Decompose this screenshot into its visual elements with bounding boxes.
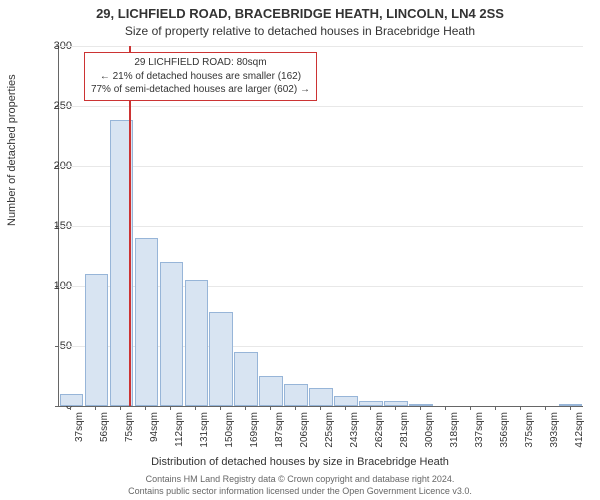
xtick-label: 225sqm: [324, 412, 335, 456]
xtick-mark: [420, 406, 421, 410]
xtick-mark: [145, 406, 146, 410]
xtick-mark: [245, 406, 246, 410]
xtick-mark: [70, 406, 71, 410]
xtick-label: 150sqm: [224, 412, 235, 456]
histogram-bar: [185, 280, 208, 406]
xtick-mark: [195, 406, 196, 410]
xtick-mark: [95, 406, 96, 410]
xtick-mark: [520, 406, 521, 410]
histogram-bar: [384, 401, 407, 406]
xtick-mark: [120, 406, 121, 410]
xtick-label: 94sqm: [149, 412, 160, 456]
xtick-label: 75sqm: [124, 412, 135, 456]
xtick-label: 169sqm: [249, 412, 260, 456]
xtick-label: 356sqm: [499, 412, 510, 456]
xtick-mark: [320, 406, 321, 410]
xtick-label: 412sqm: [574, 412, 585, 456]
gridline: [59, 46, 583, 47]
xtick-label: 262sqm: [374, 412, 385, 456]
xtick-label: 281sqm: [399, 412, 410, 456]
histogram-bar: [259, 376, 282, 406]
gridline: [59, 226, 583, 227]
xtick-mark: [220, 406, 221, 410]
footer-copyright-1: Contains HM Land Registry data © Crown c…: [0, 474, 600, 484]
xtick-label: 375sqm: [524, 412, 535, 456]
gridline: [59, 166, 583, 167]
xtick-label: 300sqm: [424, 412, 435, 456]
xtick-mark: [570, 406, 571, 410]
xtick-label: 131sqm: [199, 412, 210, 456]
xtick-mark: [170, 406, 171, 410]
xtick-label: 56sqm: [99, 412, 110, 456]
histogram-bar: [284, 384, 307, 406]
xtick-mark: [395, 406, 396, 410]
annot-line1: 29 LICHFIELD ROAD: 80sqm: [91, 56, 310, 70]
xtick-label: 318sqm: [449, 412, 460, 456]
xtick-label: 112sqm: [174, 412, 185, 456]
gridline: [59, 106, 583, 107]
histogram-bar: [359, 401, 382, 406]
xtick-mark: [270, 406, 271, 410]
histogram-bar: [559, 404, 582, 406]
annot-line3: 77% of semi-detached houses are larger (…: [91, 83, 310, 97]
xtick-mark: [495, 406, 496, 410]
xtick-label: 243sqm: [349, 412, 360, 456]
annot-line2: ← 21% of detached houses are smaller (16…: [91, 70, 310, 84]
annotation-box: 29 LICHFIELD ROAD: 80sqm ← 21% of detach…: [84, 52, 317, 101]
x-axis-label: Distribution of detached houses by size …: [0, 456, 600, 468]
histogram-bar: [135, 238, 158, 406]
histogram-bar: [409, 404, 432, 406]
histogram-bar: [309, 388, 332, 406]
xtick-mark: [370, 406, 371, 410]
histogram-bar: [60, 394, 83, 406]
xtick-mark: [345, 406, 346, 410]
plot-area: 29 LICHFIELD ROAD: 80sqm ← 21% of detach…: [58, 46, 583, 407]
xtick-label: 37sqm: [74, 412, 85, 456]
xtick-label: 393sqm: [549, 412, 560, 456]
xtick-mark: [445, 406, 446, 410]
y-axis-label: Number of detached properties: [6, 74, 18, 226]
xtick-label: 206sqm: [299, 412, 310, 456]
chart-container: 29, LICHFIELD ROAD, BRACEBRIDGE HEATH, L…: [0, 0, 600, 500]
histogram-bar: [160, 262, 183, 406]
xtick-label: 187sqm: [274, 412, 285, 456]
xtick-mark: [470, 406, 471, 410]
histogram-bar: [334, 396, 357, 406]
title-subtitle: Size of property relative to detached ho…: [0, 24, 600, 38]
footer-copyright-2: Contains public sector information licen…: [0, 486, 600, 496]
histogram-bar: [209, 312, 232, 406]
histogram-bar: [234, 352, 257, 406]
xtick-mark: [295, 406, 296, 410]
xtick-mark: [545, 406, 546, 410]
xtick-label: 337sqm: [474, 412, 485, 456]
histogram-bar: [85, 274, 108, 406]
title-address: 29, LICHFIELD ROAD, BRACEBRIDGE HEATH, L…: [0, 6, 600, 21]
